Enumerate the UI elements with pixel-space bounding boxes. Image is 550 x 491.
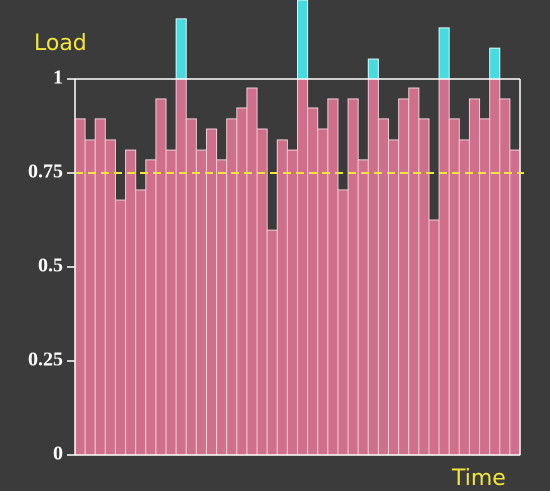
bar [114, 199, 127, 456]
bar [155, 98, 167, 456]
bar-overload [489, 47, 501, 80]
bar [418, 118, 430, 456]
bar [388, 139, 400, 456]
bar [216, 159, 228, 456]
bar [84, 139, 96, 456]
y-axis-label: Load [34, 31, 87, 56]
bar [175, 78, 187, 456]
bar [317, 128, 329, 456]
y-tick-label: 0.5 [38, 255, 63, 277]
y-tick-label: 0.25 [28, 349, 63, 371]
bar [185, 118, 197, 456]
bar [205, 128, 218, 456]
bar-overload [175, 18, 187, 80]
bar [74, 118, 86, 456]
y-tick-label: 0 [53, 443, 63, 465]
bar [489, 78, 501, 456]
bar [499, 98, 511, 456]
bar [468, 98, 481, 456]
x-axis-label: Time [451, 466, 506, 491]
bar [479, 118, 491, 456]
y-tick-label: 0.75 [28, 161, 63, 183]
bar-overload [367, 58, 379, 80]
bar [297, 78, 309, 456]
bar [286, 149, 298, 456]
bar [408, 87, 420, 456]
bar [135, 189, 147, 456]
bar [104, 139, 116, 456]
bar [236, 107, 248, 456]
bar-overload [438, 27, 450, 80]
bar [347, 98, 359, 456]
bar [246, 87, 258, 456]
bar [357, 159, 369, 456]
bar [509, 149, 521, 456]
bar [266, 229, 278, 456]
bar [448, 118, 460, 456]
bar [367, 78, 379, 456]
y-tick-label: 1 [53, 67, 63, 89]
bar [165, 149, 177, 456]
bar [256, 128, 268, 456]
bar [458, 139, 470, 456]
bar [428, 219, 440, 456]
bar [398, 98, 410, 456]
bar [94, 118, 106, 456]
bar [327, 98, 339, 456]
bar [195, 149, 207, 456]
bar [337, 189, 349, 456]
bar [438, 78, 450, 456]
bar [377, 118, 390, 456]
bar [125, 149, 137, 456]
bar [276, 139, 288, 456]
bar [307, 107, 319, 456]
bar [145, 159, 157, 456]
bar [226, 118, 238, 456]
bar-overload [297, 0, 309, 80]
